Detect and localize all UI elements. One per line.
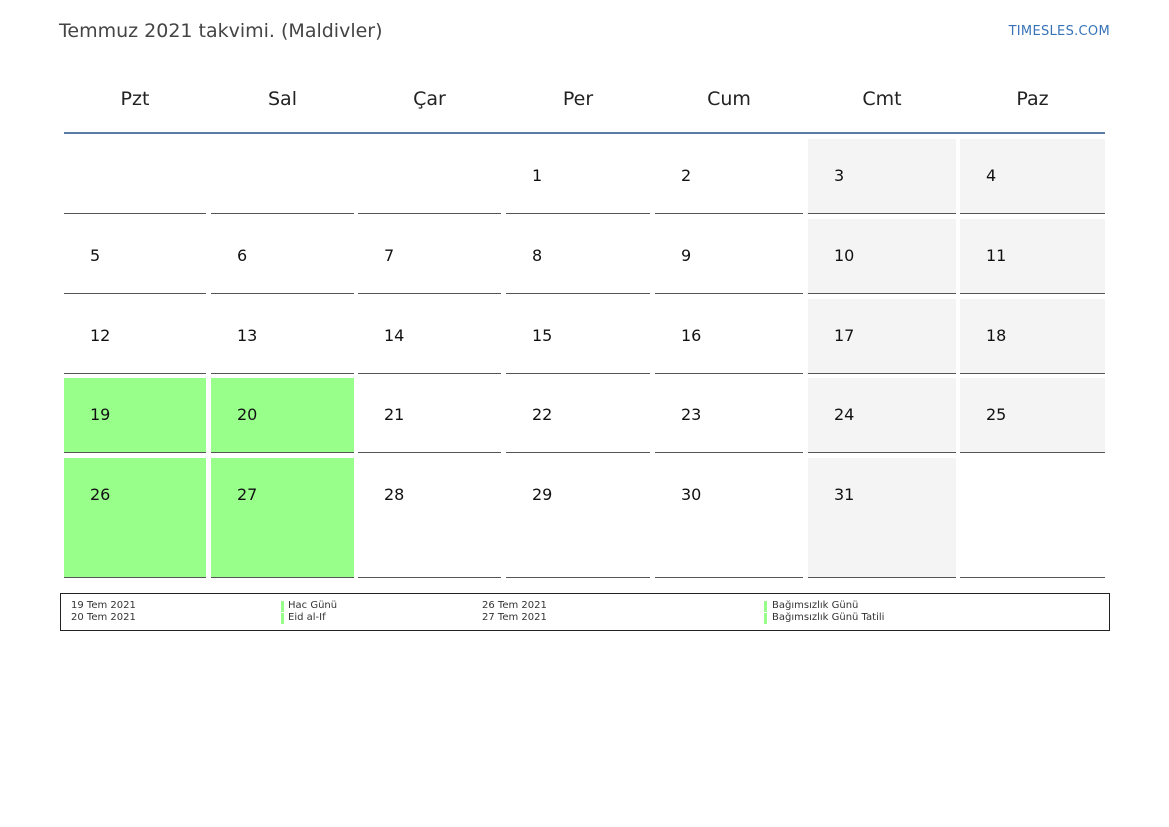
- day-number: 13: [237, 326, 258, 345]
- legend-color-marker: [764, 613, 767, 624]
- day-number: 18: [986, 326, 1007, 345]
- weekday-label: Çar: [413, 88, 446, 110]
- day-number: 3: [834, 166, 845, 185]
- day-cell-19[interactable]: 19: [64, 378, 206, 453]
- day-cell-9[interactable]: 9: [655, 219, 803, 294]
- day-cell-25[interactable]: 25: [960, 378, 1105, 453]
- weekday-label: Per: [562, 88, 594, 110]
- day-cell-4[interactable]: 4: [960, 139, 1105, 214]
- day-cell-16[interactable]: 16: [655, 299, 803, 374]
- day-number: 26: [90, 485, 111, 504]
- day-number: 6: [237, 246, 248, 265]
- legend-holiday-name: Bağımsızlık Günü: [772, 600, 859, 611]
- day-cell-30[interactable]: 30: [655, 458, 803, 578]
- day-cell-14[interactable]: 14: [358, 299, 501, 374]
- legend-date: 19 Tem 2021: [71, 600, 136, 611]
- day-number: 29: [532, 485, 553, 504]
- empty-day-cell: [64, 139, 206, 214]
- weekday-header: Pzt Sal Çar Per Cum Cmt Paz: [64, 70, 1105, 134]
- day-cell-2[interactable]: 2: [655, 139, 803, 214]
- day-cell-28[interactable]: 28: [358, 458, 501, 578]
- legend-date: 20 Tem 2021: [71, 612, 136, 623]
- day-cell-10[interactable]: 10: [808, 219, 956, 294]
- day-number: 23: [681, 405, 702, 424]
- legend-color-marker: [764, 601, 767, 612]
- legend-holiday-name: Hac Günü: [288, 600, 338, 611]
- weekday-label: Paz: [1016, 88, 1049, 110]
- legend-date: 27 Tem 2021: [482, 612, 547, 623]
- day-number: 17: [834, 326, 855, 345]
- day-number: 14: [384, 326, 405, 345]
- legend-holiday-name: Bağımsızlık Günü Tatili: [772, 612, 885, 623]
- day-number: 15: [532, 326, 553, 345]
- day-number: 31: [834, 485, 855, 504]
- day-number: 4: [986, 166, 997, 185]
- day-number: 21: [384, 405, 405, 424]
- site-link[interactable]: TIMESLES.COM: [1008, 24, 1110, 39]
- weekday-label: Pzt: [120, 88, 150, 110]
- day-cell-6[interactable]: 6: [211, 219, 354, 294]
- day-number: 5: [90, 246, 101, 265]
- day-number: 30: [681, 485, 702, 504]
- day-number: 7: [384, 246, 395, 265]
- day-cell-12[interactable]: 12: [64, 299, 206, 374]
- day-cell-11[interactable]: 11: [960, 219, 1105, 294]
- empty-day-cell: [211, 139, 354, 214]
- legend-color-marker: [281, 613, 284, 624]
- day-cell-18[interactable]: 18: [960, 299, 1105, 374]
- empty-day-cell: [358, 139, 501, 214]
- day-number: 1: [532, 166, 543, 185]
- day-number: 20: [237, 405, 258, 424]
- day-number: 12: [90, 326, 111, 345]
- day-number: 10: [834, 246, 855, 265]
- day-number: 19: [90, 405, 111, 424]
- day-cell-24[interactable]: 24: [808, 378, 956, 453]
- day-cell-20[interactable]: 20: [211, 378, 354, 453]
- day-cell-7[interactable]: 7: [358, 219, 501, 294]
- weekday-label: Cum: [707, 88, 751, 110]
- day-cell-3[interactable]: 3: [808, 139, 956, 214]
- day-number: 25: [986, 405, 1007, 424]
- day-number: 8: [532, 246, 543, 265]
- day-cell-23[interactable]: 23: [655, 378, 803, 453]
- day-cell-29[interactable]: 29: [506, 458, 650, 578]
- holiday-legend: 19 Tem 2021 Hac Günü 20 Tem 2021 Eid al-If 2…: [60, 593, 1110, 631]
- day-cell-8[interactable]: 8: [506, 219, 650, 294]
- day-cell-26[interactable]: 26: [64, 458, 206, 578]
- day-cell-27[interactable]: 27: [211, 458, 354, 578]
- day-cell-31[interactable]: 31: [808, 458, 956, 578]
- day-number: 11: [986, 246, 1007, 265]
- day-cell-15[interactable]: 15: [506, 299, 650, 374]
- day-cell-17[interactable]: 17: [808, 299, 956, 374]
- day-number: 2: [681, 166, 692, 185]
- day-number: 22: [532, 405, 553, 424]
- day-number: 27: [237, 485, 258, 504]
- legend-color-marker: [281, 601, 284, 612]
- weekday-label: Sal: [268, 88, 297, 110]
- day-cell-1[interactable]: 1: [506, 139, 650, 214]
- day-cell-22[interactable]: 22: [506, 378, 650, 453]
- page-title: Temmuz 2021 takvimi. (Maldivler): [59, 20, 383, 42]
- day-number: 24: [834, 405, 855, 424]
- day-cell-21[interactable]: 21: [358, 378, 501, 453]
- empty-day-cell: [960, 458, 1105, 578]
- day-number: 28: [384, 485, 405, 504]
- legend-holiday-name: Eid al-If: [288, 612, 326, 623]
- day-cell-5[interactable]: 5: [64, 219, 206, 294]
- day-number: 9: [681, 246, 692, 265]
- weekday-label: Cmt: [862, 88, 902, 110]
- day-cell-13[interactable]: 13: [211, 299, 354, 374]
- day-number: 16: [681, 326, 702, 345]
- legend-date: 26 Tem 2021: [482, 600, 547, 611]
